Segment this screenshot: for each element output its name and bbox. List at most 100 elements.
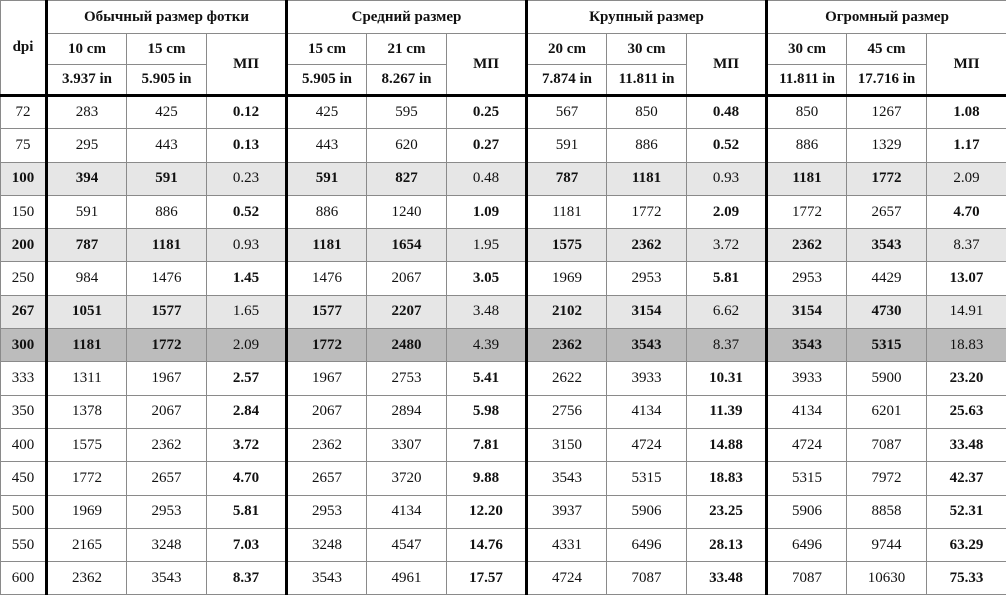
data-row: 600 2362 3543 8.37 3543 4961 17.57 4724 7087 33.4… (0, 561, 1006, 596)
mp-cell: 2.09 (925, 161, 1006, 196)
pixel-cell: 2480 (366, 328, 447, 363)
mp-cell: 0.48 (446, 161, 527, 196)
pixel-cell: 1575 (525, 228, 607, 263)
mp-cell: 23.20 (925, 361, 1006, 396)
mp-cell: 17.57 (446, 561, 527, 596)
pixel-cell: 4961 (366, 561, 447, 596)
pixel-cell: 1969 (45, 494, 127, 529)
mp-cell: 25.63 (925, 394, 1006, 429)
mp-cell: 0.93 (686, 161, 767, 196)
mp-cell: 0.93 (206, 228, 287, 263)
pixel-cell: 2207 (366, 294, 447, 330)
pixel-cell: 1772 (45, 461, 127, 496)
data-row: 75 295 443 0.13 443 620 0.27 591 886 0.52 886 1329 1… (0, 128, 1006, 163)
cm-row: 10 cm 15 cm МП 15 cm 21 cm МП 20 cm 30 cm МП 30 c… (1, 33, 1006, 97)
size-cm: 20 cm (525, 33, 607, 65)
dpi-cell: 150 (0, 194, 47, 230)
pixel-cell: 295 (45, 128, 127, 163)
pixel-cell: 2657 (285, 461, 367, 496)
group-title: Средний размер (285, 0, 527, 34)
pixel-cell: 1181 (765, 161, 847, 196)
pixel-cell: 4724 (606, 427, 687, 463)
mp-cell: 33.48 (686, 561, 767, 596)
size-inch: 3.937 in (45, 64, 127, 97)
mp-cell: 0.52 (686, 128, 767, 163)
pixel-cell: 425 (285, 94, 367, 130)
pixel-cell: 3937 (525, 494, 607, 529)
pixel-cell: 5315 (846, 328, 927, 363)
size-cm: 30 cm (765, 33, 847, 65)
group-row: dpi Обычный размер фотки Средний размер Кру… (0, 0, 1006, 97)
pixel-cell: 1181 (285, 228, 367, 263)
pixel-cell: 3720 (366, 461, 447, 496)
pixel-cell: 886 (126, 194, 207, 230)
pixel-cell: 827 (366, 161, 447, 196)
pixel-cell: 443 (126, 128, 207, 163)
pixel-cell: 1267 (846, 94, 927, 130)
pixel-cell: 1240 (366, 194, 447, 230)
pixel-cell: 3933 (606, 361, 687, 396)
pixel-cell: 1051 (45, 294, 127, 330)
pixel-cell: 5315 (606, 461, 687, 496)
pixel-cell: 620 (366, 128, 447, 163)
pixel-cell: 2753 (366, 361, 447, 396)
mp-cell: 3.72 (206, 427, 287, 463)
pixel-cell: 2067 (285, 394, 367, 429)
mp-cell: 3.72 (686, 228, 767, 263)
pixel-cell: 2362 (285, 427, 367, 463)
pixel-cell: 2894 (366, 394, 447, 429)
pixel-cell: 787 (45, 228, 127, 263)
pixel-cell: 425 (126, 94, 207, 130)
pixel-cell: 2953 (606, 261, 687, 296)
size-inch: 17.716 in (846, 64, 927, 97)
mp-cell: 9.88 (446, 461, 527, 496)
dpi-cell: 550 (0, 527, 47, 563)
mp-cell: 11.39 (686, 394, 767, 429)
pixel-cell: 2953 (126, 494, 207, 529)
mp-cell: 28.13 (686, 527, 767, 563)
mp-cell: 0.27 (446, 128, 527, 163)
data-row: 100 394 591 0.23 591 827 0.48 787 1181 0.93 1181 17… (0, 161, 1006, 196)
pixel-cell: 3307 (366, 427, 447, 463)
pixel-cell: 2756 (525, 394, 607, 429)
dpi-cell: 250 (0, 261, 47, 296)
pixel-cell: 3543 (525, 461, 607, 496)
mp-cell: 14.76 (446, 527, 527, 563)
pixel-cell: 591 (126, 161, 207, 196)
mp-cell: 4.70 (206, 461, 287, 496)
pixel-cell: 7087 (606, 561, 687, 596)
mp-cell: 0.13 (206, 128, 287, 163)
mp-cell: 3.05 (446, 261, 527, 296)
dpi-cell: 600 (0, 561, 47, 596)
mp-header: МП (446, 33, 527, 97)
size-cm: 15 cm (126, 33, 207, 65)
mp-cell: 7.03 (206, 527, 287, 563)
pixel-cell: 2067 (366, 261, 447, 296)
pixel-cell: 591 (285, 161, 367, 196)
size-cm: 45 cm (846, 33, 927, 65)
pixel-cell: 2362 (45, 561, 127, 596)
group-title: Огромный размер (764, 0, 1006, 34)
pixel-cell: 3543 (285, 561, 367, 596)
pixel-cell: 5900 (846, 361, 927, 396)
pixel-cell: 1329 (846, 128, 927, 163)
size-cm: 21 cm (366, 33, 447, 65)
mp-cell: 2.57 (206, 361, 287, 396)
mp-cell: 75.33 (925, 561, 1006, 596)
pixel-cell: 5906 (765, 494, 847, 529)
mp-cell: 2.09 (686, 194, 767, 230)
size-cm: 10 cm (45, 33, 127, 65)
size-cm: 30 cm (606, 33, 687, 65)
pixel-cell: 394 (45, 161, 127, 196)
pixel-cell: 3154 (606, 294, 687, 330)
data-row: 250 984 1476 1.45 1476 2067 3.05 1969 2953 5.81 29… (0, 261, 1006, 296)
pixel-cell: 283 (45, 94, 127, 130)
mp-cell: 6.62 (686, 294, 767, 330)
pixel-cell: 2362 (765, 228, 847, 263)
pixel-cell: 2953 (285, 494, 367, 529)
dpi-cell: 350 (0, 394, 47, 429)
pixel-cell: 2102 (525, 294, 607, 330)
dpi-cell: 72 (0, 94, 47, 130)
group-title: Обычный размер фотки (45, 0, 287, 34)
dpi-cell: 200 (0, 228, 47, 263)
